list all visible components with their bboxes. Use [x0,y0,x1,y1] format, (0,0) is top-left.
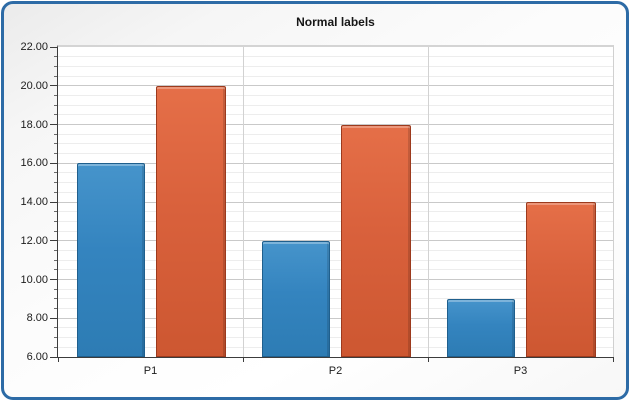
y-axis-tick [50,201,57,203]
y-axis-minor-tick [54,346,57,348]
y-axis-minor-tick [54,65,57,67]
y-axis-tick [50,279,57,280]
minor-gridline [58,211,613,213]
x-axis-tick [612,357,614,362]
major-gridline [58,85,613,87]
minor-gridline [58,75,613,77]
y-axis-minor-tick [54,230,57,232]
y-axis-tick [50,317,57,319]
y-axis-tick-label: 20.00 [20,79,48,92]
bar [446,298,515,357]
y-axis-tick-label: 6.00 [26,351,48,363]
y-axis-minor-tick [54,259,57,261]
minor-gridline [58,249,613,251]
category-separator [427,47,429,357]
minor-gridline [58,298,613,300]
minor-gridline [58,288,613,290]
y-axis-minor-tick [54,211,57,213]
y-axis-minor-tick [54,94,57,96]
y-axis-tick [50,124,57,125]
y-axis-minor-tick [54,337,57,339]
y-axis-minor-tick [54,182,57,184]
y-axis-minor-tick [54,114,57,116]
minor-gridline [58,308,613,310]
y-axis-minor-tick [54,56,57,58]
y-axis-minor-tick [54,191,57,193]
chart-title: Normal labels [296,15,375,29]
minor-gridline [58,133,613,135]
y-axis-tick [50,85,57,87]
major-gridline [58,317,613,319]
x-axis-label: P2 [328,365,343,377]
plot-area [57,45,614,358]
y-axis-minor-tick [54,327,57,329]
minor-gridline [58,337,613,339]
minor-gridline [58,104,613,106]
minor-gridline [58,269,613,271]
bar [156,85,227,357]
major-gridline [58,201,613,203]
x-axis-label: P3 [513,365,528,377]
x-axis-tick [57,357,59,362]
minor-gridline [58,191,613,193]
y-axis-minor-tick [54,249,57,251]
major-gridline [58,124,613,125]
y-axis-tick-label: 8.00 [26,312,48,325]
y-axis-tick-label: 16.00 [20,157,48,170]
bar [526,202,597,357]
bar [341,124,412,357]
minor-gridline [58,182,613,184]
minor-gridline [58,143,613,145]
y-axis-tick-label: 22.00 [20,41,48,53]
y-axis-minor-tick [54,172,57,174]
y-axis-tick [50,240,57,242]
y-axis-minor-tick [54,104,57,106]
y-axis-tick [50,356,57,358]
minor-gridline [58,259,613,261]
minor-gridline [58,220,613,222]
minor-gridline [58,114,613,116]
y-axis-minor-tick [54,153,57,155]
major-gridline [58,162,613,164]
y-axis-tick-label: 14.00 [20,196,48,208]
minor-gridline [58,94,613,96]
y-axis-tick [50,46,57,48]
x-axis-tick [242,357,244,362]
minor-gridline [58,65,613,67]
y-axis-tick-label: 12.00 [20,234,48,247]
major-gridline [58,279,613,280]
y-axis-tick-label: 10.00 [20,273,48,286]
y-axis-minor-tick [54,133,57,135]
bar [261,240,330,357]
minor-gridline [58,327,613,329]
y-axis-minor-tick [54,269,57,271]
y-axis-tick [50,162,57,164]
y-axis-minor-tick [54,143,57,145]
y-axis-minor-tick [54,298,57,300]
minor-gridline [58,172,613,174]
x-axis-tick [427,357,429,362]
x-axis-label: P1 [143,365,158,377]
y-axis-tick-label: 18.00 [20,118,48,131]
minor-gridline [58,153,613,155]
y-axis-minor-tick [54,75,57,77]
y-axis-minor-tick [54,220,57,222]
minor-gridline [58,230,613,232]
y-axis-minor-tick [54,288,57,290]
major-gridline [58,240,613,242]
bar [76,163,145,357]
category-separator [242,47,244,357]
minor-gridline [58,56,613,58]
y-axis-minor-tick [54,308,57,310]
minor-gridline [58,346,613,348]
